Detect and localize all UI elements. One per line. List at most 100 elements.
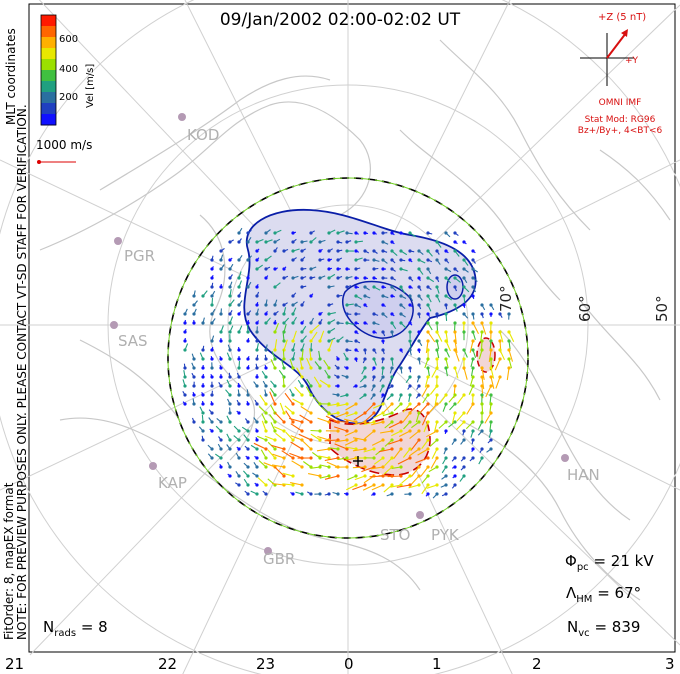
velocity-vector [382,241,389,245]
velocity-vector [472,331,476,340]
velocity-vector [319,464,330,468]
imf-z-label: +Z (5 nT) [598,12,647,23]
velocity-vector [441,475,447,480]
velocity-vector [383,484,393,493]
velocity-vector [301,248,306,252]
colorbar-tick-600: 600 [59,34,79,45]
velocity-vector [421,475,429,484]
velocity-vector [382,412,393,417]
velocity-vector [436,349,440,359]
velocity-vector [328,319,336,324]
velocity-vector [282,483,294,486]
velocity-vector [436,250,440,255]
velocity-vector [272,453,285,459]
velocity-vector [214,453,222,459]
velocity-vector [207,444,213,450]
velocity-vector [328,273,336,279]
velocity-vector [316,448,330,452]
velocity-vector [183,363,186,369]
velocity-vector [371,421,384,426]
velocity-vector [495,376,501,389]
velocity-vector [300,406,312,414]
colorbar-segment [41,48,56,60]
velocity-vector [418,403,429,415]
velocity-vector [192,398,195,405]
velocity-vector [472,295,475,300]
velocity-vector [283,302,288,306]
velocity-vector [220,254,224,261]
velocity-vector [479,448,483,454]
velocity-vector [433,421,438,433]
velocity-vector [291,460,303,468]
velocity-vectors [182,227,515,499]
velocity-vector [388,439,402,445]
velocity-vector [364,250,370,254]
velocity-vector [417,448,429,456]
velocity-vector [372,376,375,382]
velocity-vector [292,352,296,360]
velocity-vector [370,394,375,400]
colorbar-label: Vel [m/s] [85,63,96,108]
velocity-vector [305,386,312,396]
velocity-vector [418,268,424,275]
velocity-vector [201,435,204,441]
velocity-vector [454,367,459,379]
velocity-vector [236,372,240,378]
station-kap: KAP [158,474,187,492]
velocity-vector [219,355,222,360]
station-pyk: PYK [431,526,459,544]
velocity-vector [352,437,366,441]
velocity-vector [391,268,396,272]
velocity-vector [371,493,375,496]
velocity-vector [352,448,366,452]
velocity-vector [319,330,325,342]
velocity-vector [282,376,285,387]
velocity-vector [343,366,348,369]
velocity-vector [236,399,240,405]
velocity-vector [409,277,414,282]
velocity-vector [391,277,396,281]
velocity-vector [253,461,258,468]
velocity-vector [454,304,458,312]
velocity-vector [262,380,267,387]
velocity-vector [436,277,440,283]
velocity-vector [269,413,276,423]
velocity-vector [311,451,321,459]
velocity-vector [301,285,307,288]
velocity-vector [284,405,294,414]
velocity-vector [384,439,393,447]
velocity-vector [445,268,452,273]
lat-label-70: 70° [497,285,515,312]
velocity-vector [355,295,363,300]
velocity-vector [256,308,259,315]
velocity-vector [229,299,235,306]
lambda-symbol: Λ [566,584,577,602]
velocity-vector [233,425,240,432]
velocity-vector [283,317,290,324]
velocity-vector [290,441,303,450]
velocity-vector [335,412,348,418]
velocity-vector [408,484,420,489]
velocity-vector [246,400,249,405]
velocity-vector [453,322,456,332]
velocity-vector [508,358,513,369]
velocity-vector [182,391,186,396]
velocity-vector [328,337,336,342]
velocity-vector [274,466,285,477]
velocity-vector [265,239,273,243]
velocity-vector [499,313,503,318]
velocity-vector [307,473,321,477]
velocity-vector [343,352,348,360]
velocity-vector [373,349,377,354]
velocity-vector [281,450,294,459]
velocity-vector [219,365,222,369]
velocity-vector [324,493,330,496]
velocity-vector [227,398,231,405]
velocity-vector [337,336,344,342]
velocity-vector [229,257,233,261]
cross-polar-potential: Φpc = 21 kV [565,552,654,573]
velocity-vector [319,318,323,324]
velocity-vector [363,412,375,423]
velocity-vector [284,392,294,405]
velocity-vector [211,274,214,279]
